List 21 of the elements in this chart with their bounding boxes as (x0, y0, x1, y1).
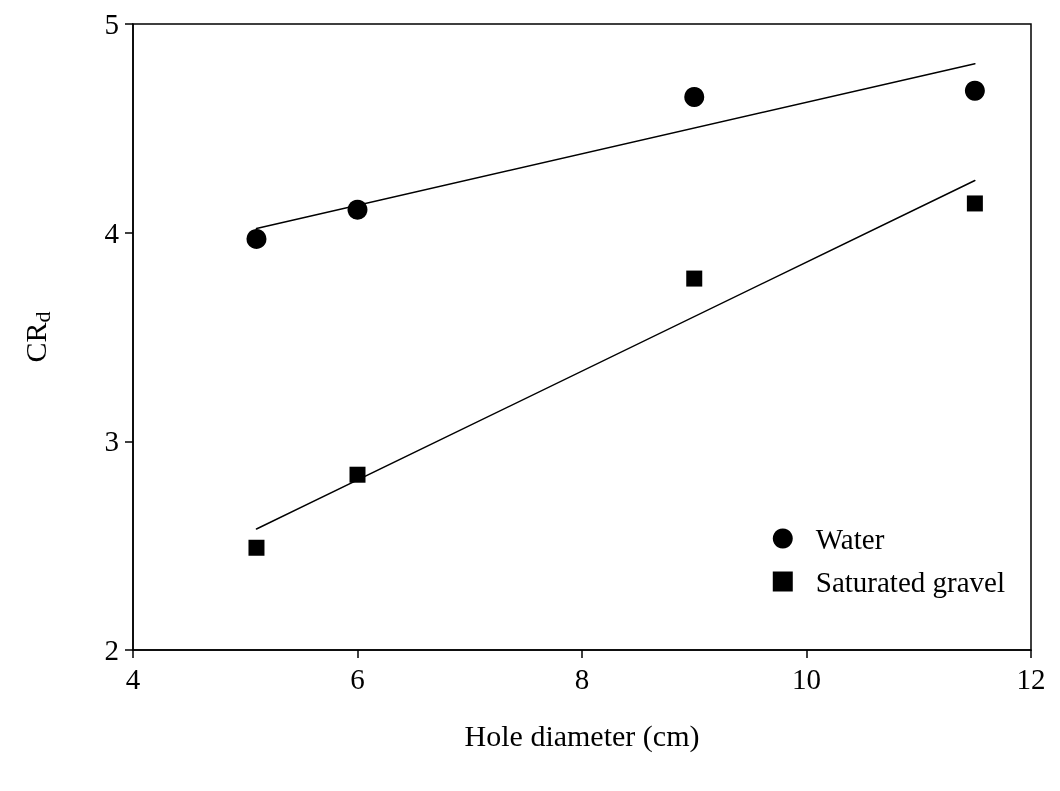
point (966, 195, 983, 212)
y-tick-label: 4 (104, 216, 120, 249)
point (246, 228, 267, 249)
y-axis-title: CRd (18, 311, 55, 363)
x-axis-title: Hole diameter (cm) (464, 718, 700, 753)
x-tick-label: 6 (350, 662, 365, 695)
x-tick-label: 12 (1016, 662, 1046, 695)
legend-label: Saturated gravel (815, 565, 1006, 598)
x-tick-label: 4 (125, 662, 141, 695)
x-tick-label: 10 (792, 662, 821, 695)
x-tick-label: 8 (574, 662, 590, 695)
point (684, 87, 705, 108)
point (248, 539, 265, 556)
point (686, 270, 703, 287)
y-tick-label: 3 (104, 425, 119, 458)
legend-label: Water (815, 522, 885, 555)
y-tick-label: 2 (104, 634, 119, 666)
point (964, 80, 985, 101)
point (347, 199, 368, 220)
y-tick-label: 5 (104, 8, 119, 40)
point (349, 466, 366, 483)
